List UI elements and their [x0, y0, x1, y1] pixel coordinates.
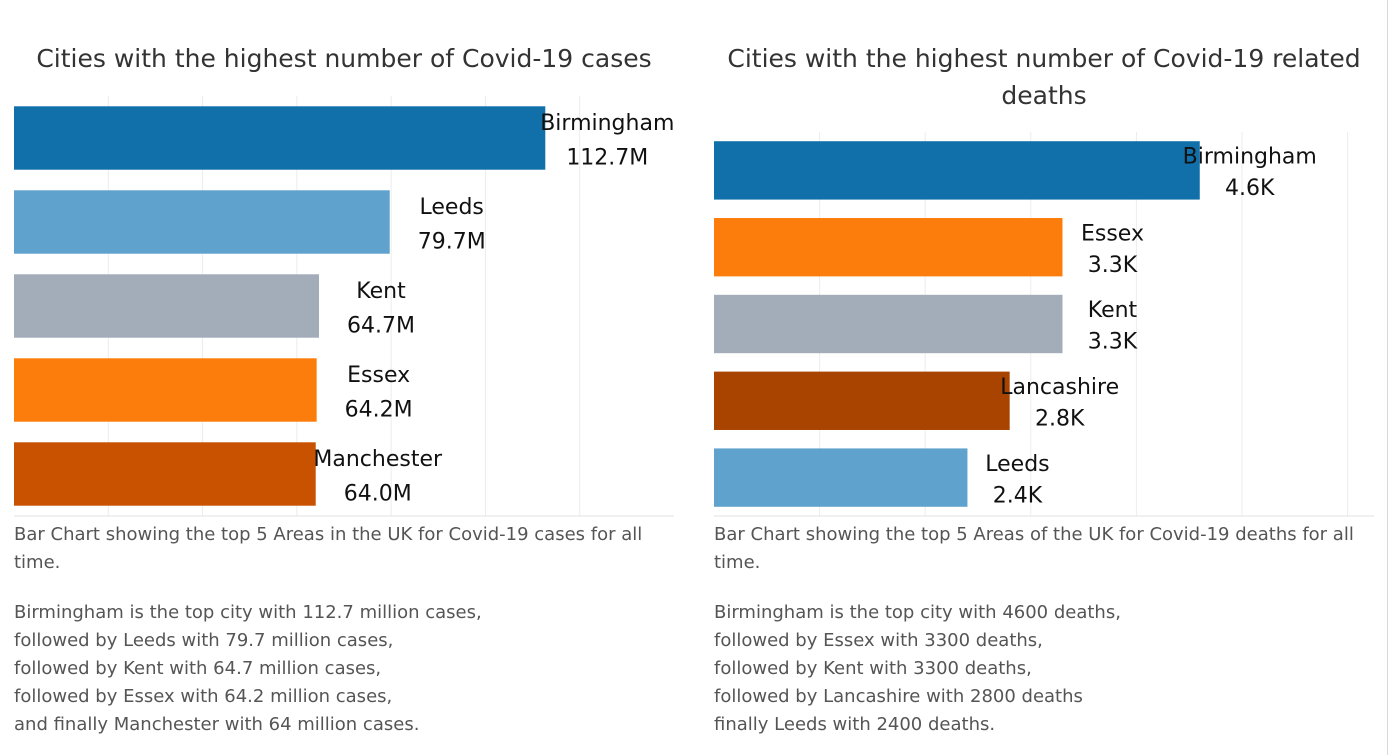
value-label: 64.7M [347, 313, 415, 338]
chart-caption-block: Bar Chart showing the top 5 Areas in the… [14, 521, 674, 739]
value-label: 3.3K [1088, 330, 1138, 355]
cases-chart-panel: Cities with the highest number of Covid-… [0, 0, 690, 755]
chart-title: Cities with the highest number of Covid-… [36, 44, 652, 73]
value-label: 112.7M [566, 145, 648, 170]
value-label: 4.6K [1225, 176, 1275, 201]
bar-birmingham [714, 141, 1200, 200]
panel-divider [1387, 0, 1388, 755]
chart-caption-block: Bar Chart showing the top 5 Areas of the… [714, 521, 1374, 739]
category-label: Essex [1081, 221, 1144, 246]
category-label: Manchester [313, 447, 443, 472]
bar-essex [714, 218, 1063, 277]
category-label: Lancashire [1000, 375, 1119, 400]
bar-essex [14, 358, 317, 422]
category-label: Kent [356, 279, 406, 304]
chart-title: Cities with the highest number of Covid-… [727, 44, 1361, 110]
bar-leeds [714, 448, 968, 507]
cases-bar-chart: Birmingham 112.7M Leeds 79.7M Kent 64.7M Essex… [14, 96, 674, 517]
chart-description: Birmingham is the top city with 112.7 mi… [14, 602, 482, 735]
chart-caption: Bar Chart showing the top 5 Areas of the… [714, 524, 1354, 573]
bar-manchester [14, 442, 316, 506]
category-label: Leeds [420, 195, 484, 220]
value-label: 64.0M [344, 481, 412, 506]
deaths-chart-panel: Cities with the highest number of Covid-… [700, 0, 1387, 755]
deaths-chart-svg: Birmingham 4.6K Essex 3.3K Kent 3.3K Lancashir… [714, 132, 1374, 517]
bar-birmingham [14, 106, 546, 170]
category-label: Kent [1088, 298, 1138, 323]
category-label: Birmingham [1183, 145, 1317, 170]
value-label: 64.2M [345, 397, 413, 422]
bar-kent [14, 274, 320, 338]
value-label: 2.4K [993, 483, 1043, 508]
bar-leeds [14, 190, 390, 254]
chart-caption: Bar Chart showing the top 5 Areas in the… [14, 524, 643, 573]
bar-lancashire [714, 371, 1010, 430]
category-label: Essex [347, 363, 410, 388]
chart-description: Birmingham is the top city with 4600 dea… [714, 602, 1121, 735]
value-label: 2.8K [1035, 406, 1085, 431]
category-label: Birmingham [540, 111, 674, 136]
category-label: Leeds [985, 452, 1049, 477]
deaths-bar-chart: Birmingham 4.6K Essex 3.3K Kent 3.3K Lancashir… [714, 132, 1374, 517]
value-label: 3.3K [1088, 253, 1138, 278]
bar-kent [714, 294, 1063, 354]
cases-chart-svg: Birmingham 112.7M Leeds 79.7M Kent 64.7M Essex… [14, 96, 674, 517]
value-label: 79.7M [418, 229, 486, 254]
